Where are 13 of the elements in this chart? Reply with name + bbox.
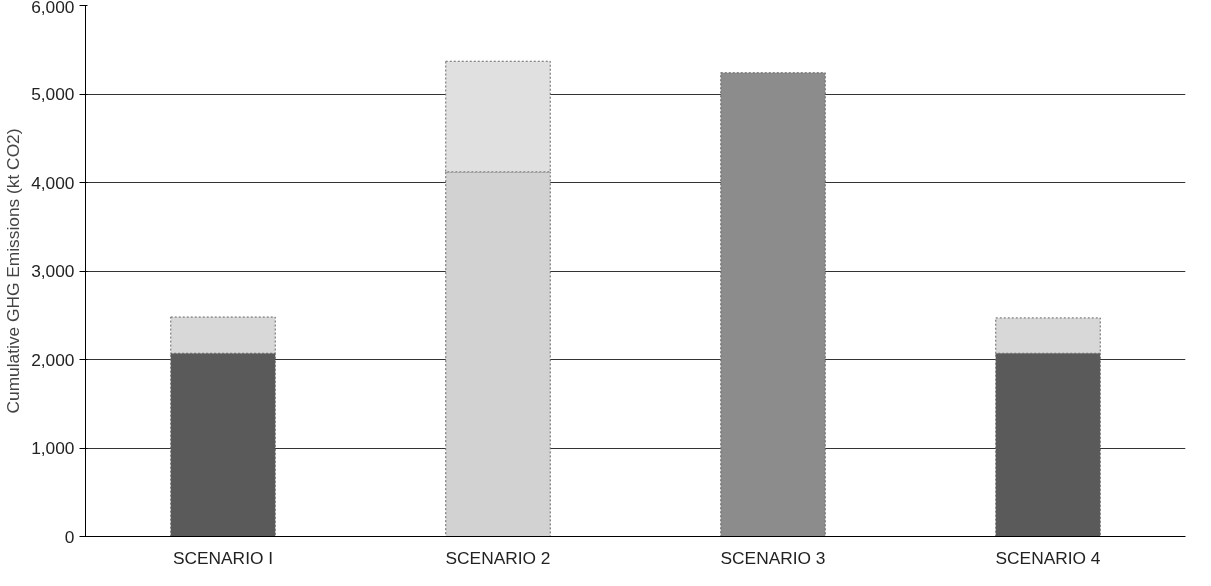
y-tick-label: 2,000 (31, 349, 75, 370)
x-tick-label: SCENARIO I (172, 547, 274, 568)
bar (720, 72, 826, 537)
y-tick-label: 5,000 (31, 84, 75, 104)
x-tick-label: SCENARIO 4 (995, 547, 1101, 568)
x-tick-label: SCENARIO 2 (445, 547, 551, 568)
y-tick-label: 3,000 (31, 261, 75, 281)
y-tick-label: 6,000 (31, 0, 75, 17)
y-tick-label: 4,000 (31, 172, 75, 193)
x-tick-label: SCENARIO 3 (720, 547, 826, 568)
y-tick-label: 0 (64, 526, 75, 547)
y-tick-label: 1,000 (31, 438, 75, 458)
y-axis-title: Cumulative GHG Emissions (kt CO2) (3, 128, 24, 414)
